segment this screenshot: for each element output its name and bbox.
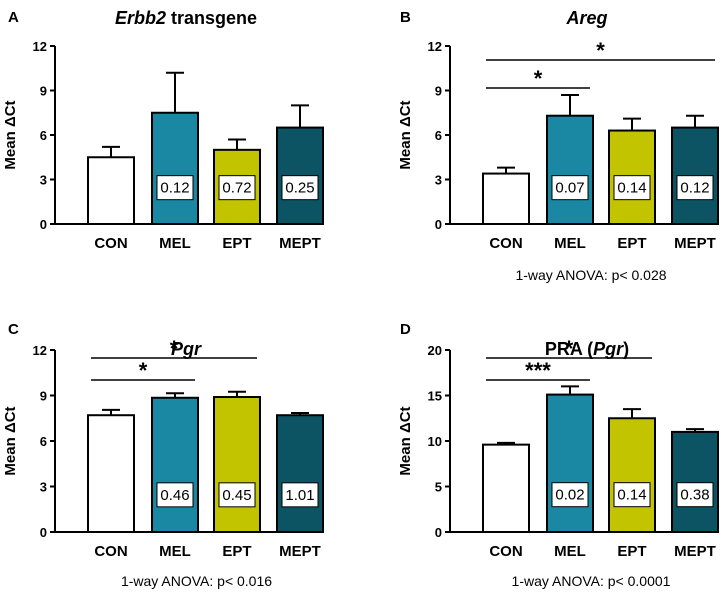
- y-tick-label: 9: [40, 389, 47, 404]
- bar-value-box: [281, 175, 319, 201]
- y-tick-label: 10: [428, 434, 442, 449]
- panel-letter: A: [8, 9, 19, 26]
- y-tick-label: 3: [435, 173, 442, 188]
- significance-marker: ***: [525, 358, 551, 383]
- bar-value-box: [551, 175, 589, 201]
- bar-value-label: 0.38: [680, 487, 709, 504]
- x-tick-label: EPT: [617, 235, 646, 252]
- x-tick-label: MEL: [159, 235, 191, 252]
- bar-mel: [151, 396, 199, 533]
- bar-value-label: 1.01: [285, 487, 314, 504]
- panel-title: PRA (Pgr): [545, 339, 629, 359]
- bar-value-label: 0.14: [617, 180, 646, 197]
- x-tick-label: EPT: [222, 235, 251, 252]
- panel-title: Areg: [565, 8, 607, 28]
- y-tick-label: 12: [33, 343, 47, 358]
- x-tick-label: MEPT: [674, 235, 716, 252]
- bar-value-label: 0.12: [680, 180, 709, 197]
- bar-value-label: 0.12: [160, 180, 189, 197]
- significance-marker: *: [596, 38, 605, 63]
- bar-ept: [608, 417, 656, 533]
- bar-value-label: 0.46: [160, 487, 189, 504]
- x-tick-label: MEPT: [279, 543, 321, 560]
- y-axis-label: Mean ΔCt: [2, 406, 19, 475]
- bar-con: [87, 156, 135, 225]
- panel-d: D PRA (Pgr) Mean ΔCt 0 5 10 15 20 CON MEL 0.02 EPT 0…: [397, 321, 719, 589]
- bar-mel: [546, 114, 594, 225]
- y-tick-label: 0: [40, 525, 47, 540]
- significance-marker: *: [565, 336, 574, 361]
- significance-marker: *: [139, 358, 148, 383]
- bar-value-box: [676, 482, 714, 508]
- significance-marker: *: [170, 336, 179, 361]
- bar-mept: [671, 430, 719, 533]
- x-tick-label: EPT: [617, 543, 646, 560]
- y-tick-label: 12: [428, 39, 442, 54]
- x-tick-label: CON: [94, 235, 127, 252]
- x-tick-label: CON: [489, 543, 522, 560]
- bar-value-label: 0.02: [555, 487, 584, 504]
- panel-a: A Erbb2 transgene Mean ΔCt 0 3 6 9 12 CON MEL 0.12…: [2, 8, 324, 252]
- significance-marker: *: [534, 66, 543, 91]
- panel-b: B Areg Mean ΔCt 0 3 6 9 12 CON MEL 0.07 EPT 0.14 MEPT…: [397, 8, 719, 283]
- x-tick-label: MEPT: [674, 543, 716, 560]
- y-tick-label: 5: [435, 480, 442, 495]
- y-axis-label: Mean ΔCt: [2, 100, 19, 169]
- bar-con: [482, 172, 530, 225]
- x-tick-label: MEL: [159, 543, 191, 560]
- x-tick-label: EPT: [222, 543, 251, 560]
- panel-letter: C: [8, 321, 19, 338]
- bar-mel: [546, 393, 594, 533]
- y-tick-label: 0: [40, 217, 47, 232]
- x-tick-label: MEL: [554, 543, 586, 560]
- bar-mept: [276, 414, 324, 534]
- bar-ept: [213, 396, 261, 533]
- bar-value-box: [613, 175, 651, 201]
- x-tick-label: MEL: [554, 235, 586, 252]
- bar-value-box: [551, 482, 589, 508]
- y-tick-label: 12: [33, 39, 47, 54]
- bar-value-box: [156, 482, 194, 508]
- bar-value-box: [218, 175, 256, 201]
- y-tick-label: 0: [435, 217, 442, 232]
- y-axis-label: Mean ΔCt: [397, 406, 414, 475]
- y-tick-label: 20: [428, 343, 442, 358]
- bar-value-box: [676, 175, 714, 201]
- bar-value-label: 0.45: [222, 487, 251, 504]
- bar-value-box: [156, 175, 194, 201]
- x-tick-label: CON: [489, 235, 522, 252]
- y-tick-label: 3: [40, 173, 47, 188]
- bar-con: [482, 443, 530, 534]
- bar-value-box: [218, 482, 256, 508]
- anova-caption: 1-way ANOVA: p< 0.0001: [512, 573, 671, 589]
- y-tick-label: 0: [435, 525, 442, 540]
- y-tick-label: 6: [40, 434, 47, 449]
- bar-value-label: 0.72: [222, 180, 251, 197]
- anova-caption: 1-way ANOVA: p< 0.016: [121, 573, 272, 589]
- anova-caption: 1-way ANOVA: p< 0.028: [515, 267, 666, 283]
- x-tick-label: MEPT: [279, 235, 321, 252]
- y-axis-label: Mean ΔCt: [397, 100, 414, 169]
- panel-title: Erbb2 transgene: [115, 8, 257, 28]
- y-tick-label: 9: [435, 84, 442, 99]
- y-tick-label: 6: [435, 128, 442, 143]
- bar-value-box: [613, 482, 651, 508]
- bar-con: [87, 414, 135, 534]
- panel-letter: B: [400, 9, 411, 26]
- y-tick-label: 3: [40, 480, 47, 495]
- bar-value-label: 0.25: [285, 180, 314, 197]
- bar-value-label: 0.14: [617, 487, 646, 504]
- y-tick-label: 9: [40, 84, 47, 99]
- panel-letter: D: [400, 321, 411, 338]
- panel-title: Pgr: [171, 339, 202, 359]
- bar-value-label: 0.07: [555, 180, 584, 197]
- x-tick-label: CON: [94, 543, 127, 560]
- bar-mel: [151, 111, 199, 225]
- bar-value-box: [281, 482, 319, 508]
- panel-c: C Pgr Mean ΔCt 0 3 6 9 12 CON MEL 0.46 EPT 0.45 MEPT 1…: [2, 321, 324, 589]
- y-tick-label: 15: [428, 389, 442, 404]
- y-tick-label: 6: [40, 128, 47, 143]
